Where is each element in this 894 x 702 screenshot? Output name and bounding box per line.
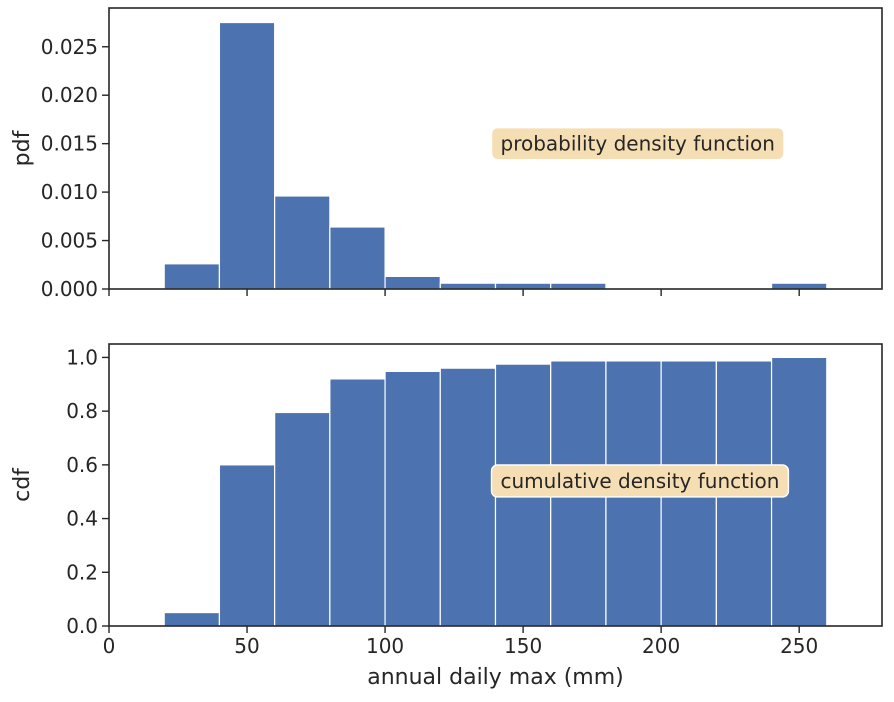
bottom-ytick-label: 0.0 bbox=[66, 614, 98, 638]
bottom-annotation-text: cumulative density function bbox=[501, 469, 780, 493]
top-ytick-label: 0.005 bbox=[41, 229, 98, 253]
top-panel: 0.000 0.005 0.010 0.015 0.020 0.025 pdf probabi… bbox=[10, 7, 883, 301]
bottom-ytick-label: 1.0 bbox=[66, 345, 98, 369]
top-bar bbox=[163, 263, 221, 290]
top-ytick-label: 0.010 bbox=[41, 180, 98, 204]
top-bar bbox=[439, 282, 497, 290]
bottom-bar bbox=[384, 370, 441, 627]
bottom-ytick-label: 0.4 bbox=[66, 507, 98, 531]
top-bar bbox=[770, 282, 828, 290]
top-annotation-box bbox=[490, 126, 785, 161]
bottom-annotation-box bbox=[490, 464, 790, 498]
top-annotation-text: probability density function bbox=[501, 132, 775, 156]
bottom-bar bbox=[439, 367, 497, 627]
top-bar bbox=[329, 226, 386, 290]
bottom-bar bbox=[329, 378, 386, 627]
bottom-xtick-label: 200 bbox=[642, 634, 680, 658]
bottom-ytick-label: 0.2 bbox=[66, 560, 98, 584]
bottom-xtick-label: 150 bbox=[504, 634, 542, 658]
bottom-ylabel: cdf bbox=[10, 467, 35, 502]
bottom-xtick-label: 100 bbox=[366, 634, 404, 658]
top-ytick-label: 0.025 bbox=[41, 35, 98, 59]
bottom-ytick-label: 0.8 bbox=[66, 399, 98, 423]
top-bar bbox=[550, 282, 607, 290]
top-axes-frame bbox=[108, 7, 883, 290]
top-ylabel: pdf bbox=[10, 129, 35, 166]
bottom-bar bbox=[163, 611, 221, 627]
top-ytick-label: 0.000 bbox=[41, 277, 98, 301]
bottom-xtick-label: 0 bbox=[103, 634, 116, 658]
top-ytick-label: 0.015 bbox=[41, 132, 98, 156]
bottom-xtick-label: 50 bbox=[234, 634, 259, 658]
bottom-panel: 0.0 0.2 0.4 0.6 0.8 1.0 0 50 100 150 200 250 cdf annu… bbox=[10, 343, 883, 690]
bottom-xtick-label: 250 bbox=[780, 634, 818, 658]
top-bar bbox=[384, 275, 441, 290]
bottom-axes-frame bbox=[108, 343, 883, 627]
bottom-xlabel: annual daily max (mm) bbox=[367, 665, 624, 690]
bottom-ytick-label: 0.6 bbox=[66, 453, 98, 477]
bottom-bar bbox=[218, 464, 276, 627]
top-ytick-label: 0.020 bbox=[41, 83, 98, 107]
top-bar bbox=[494, 282, 552, 290]
top-bar bbox=[218, 21, 276, 290]
bottom-bar bbox=[274, 411, 331, 627]
top-bar bbox=[274, 195, 331, 290]
